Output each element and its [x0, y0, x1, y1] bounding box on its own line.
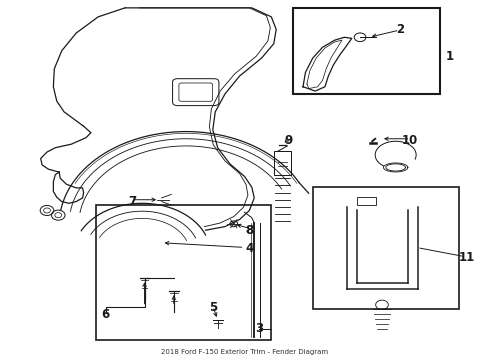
Bar — [273, 151, 291, 175]
Text: 9: 9 — [284, 134, 292, 147]
Text: 2018 Ford F-150 Exterior Trim - Fender Diagram: 2018 Ford F-150 Exterior Trim - Fender D… — [161, 349, 327, 355]
Bar — [312, 187, 458, 309]
Text: 11: 11 — [457, 251, 473, 264]
Text: 10: 10 — [401, 134, 418, 147]
Text: 4: 4 — [245, 242, 253, 255]
Text: 8: 8 — [245, 224, 253, 237]
Bar — [96, 205, 271, 339]
Text: 6: 6 — [101, 308, 109, 321]
Text: 3: 3 — [255, 322, 263, 335]
Text: 1: 1 — [444, 50, 452, 63]
Text: 5: 5 — [208, 301, 217, 314]
Bar — [356, 197, 375, 205]
Text: 2: 2 — [396, 23, 404, 36]
Bar — [293, 8, 439, 94]
Text: 7: 7 — [128, 195, 136, 208]
